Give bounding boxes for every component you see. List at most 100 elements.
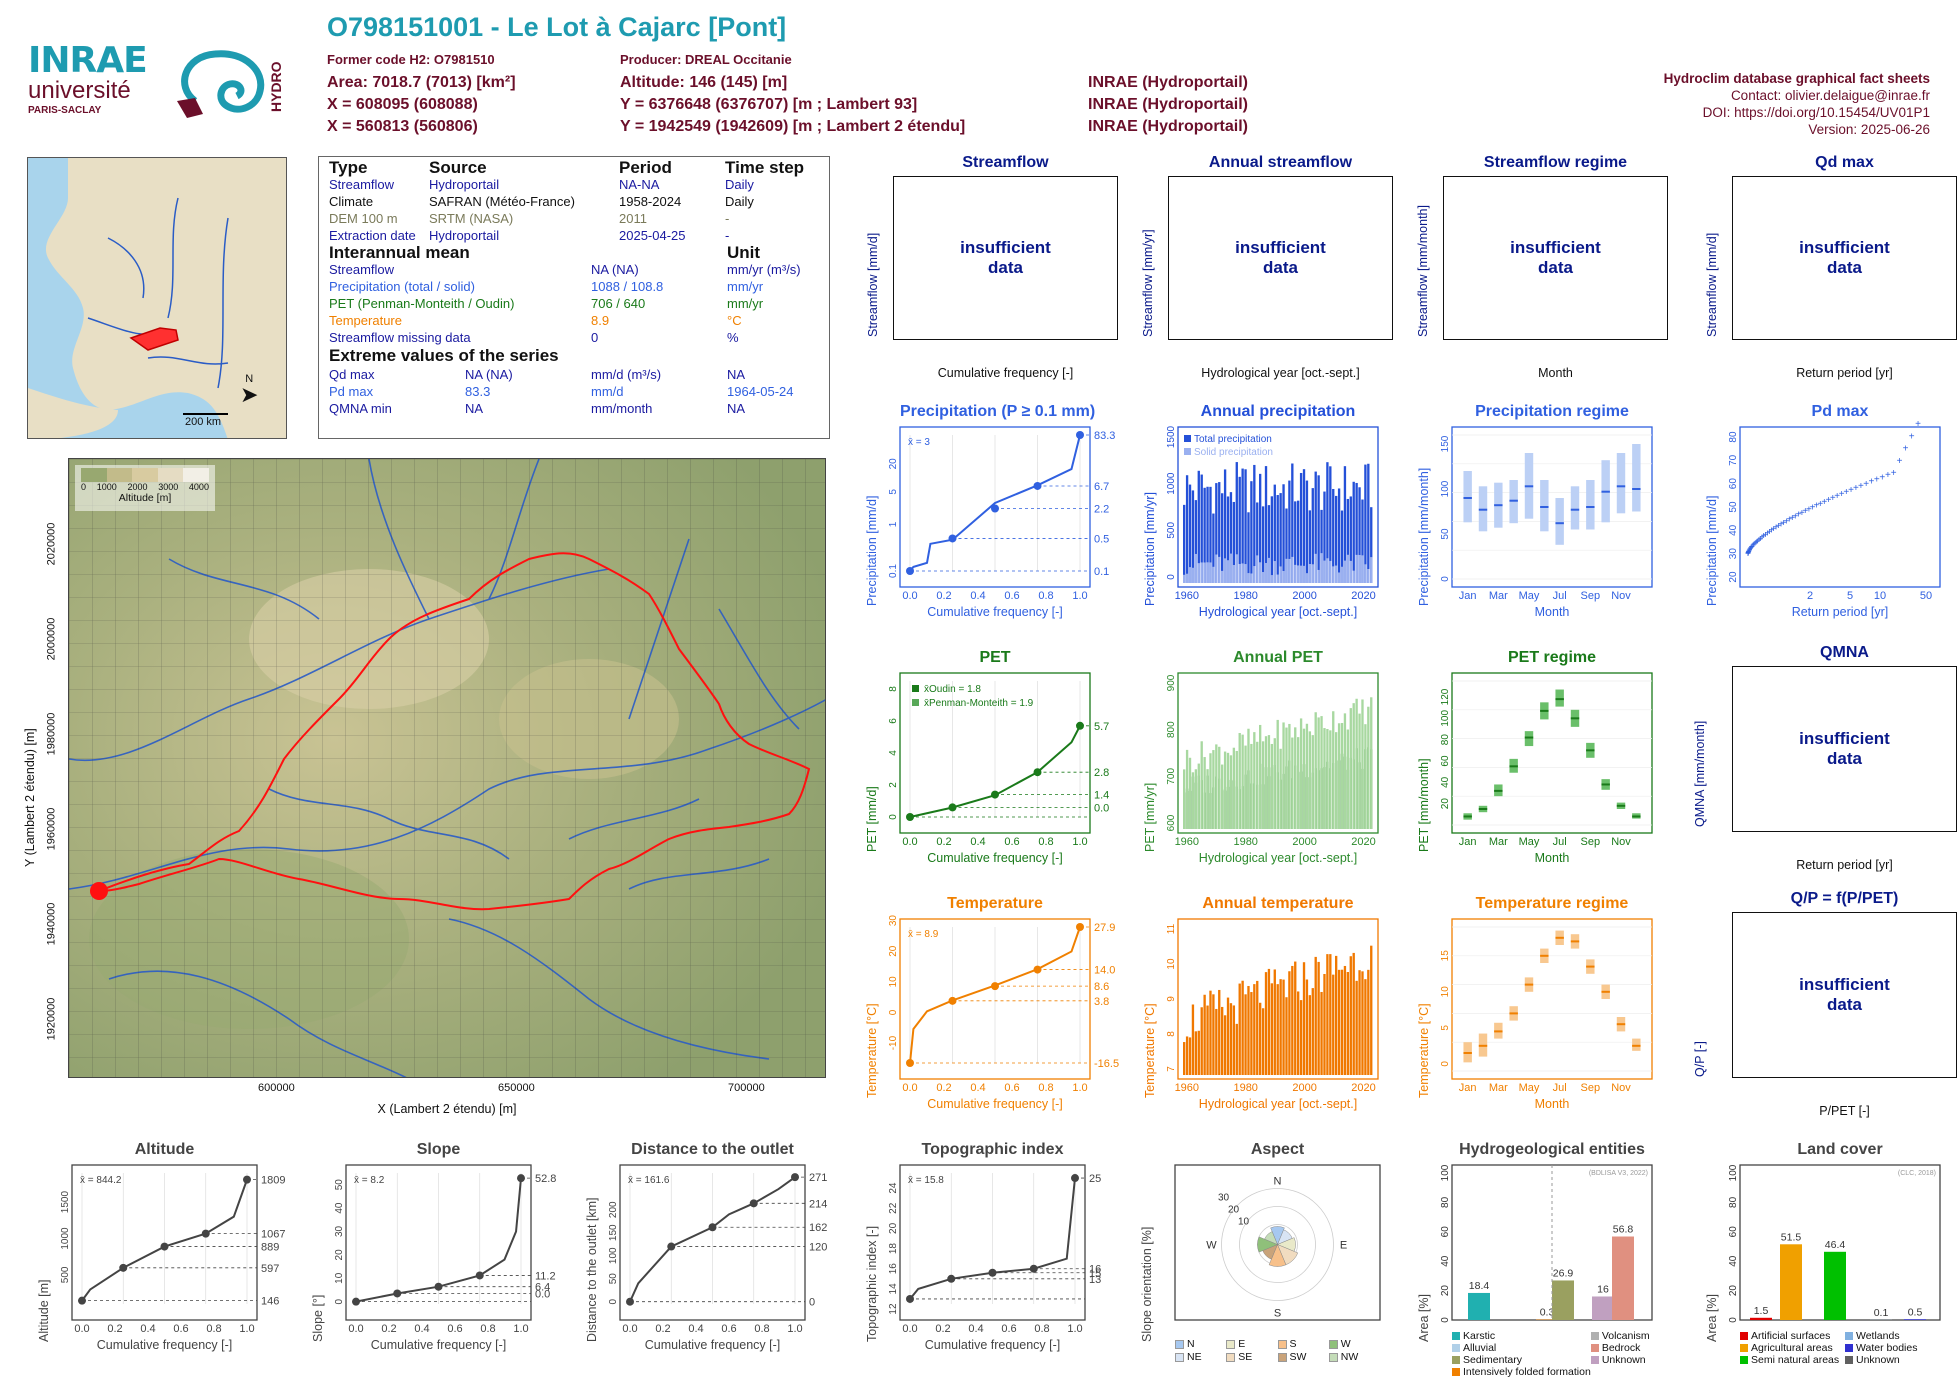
bar-secondary (1317, 717, 1320, 829)
x-tick: 0.8 (1034, 1323, 1049, 1335)
legend-item: Semi natural areas (1740, 1354, 1845, 1366)
pd-point: + (1915, 419, 1921, 430)
bar (1256, 502, 1259, 583)
chart-title: Precipitation (P ≥ 0.1 mm) (900, 403, 1096, 420)
map-ytick: 2000000 (45, 617, 58, 661)
chart-xlabel: Cumulative frequency [-] (96, 1338, 233, 1352)
bar (1326, 954, 1329, 1075)
tick-label: 40 (334, 1202, 345, 1214)
tick-label: 70 (1728, 454, 1739, 466)
tick-label: 52.8 (535, 1173, 556, 1185)
bar-secondary (1294, 727, 1297, 829)
pd-point: + (1773, 523, 1779, 534)
pd-point: + (1766, 527, 1772, 538)
cdf-point (906, 567, 914, 575)
tick-label: 146 (261, 1296, 279, 1308)
cell: SAFRAN (Météo-France) (429, 194, 575, 209)
bar (1308, 510, 1312, 583)
bar (1370, 507, 1373, 583)
bar (1332, 488, 1335, 583)
chart-svg: 52.811.26.40.00.0 0.2 0.4 0.6 0.8 1.0x̄ = 8.2… (334, 1164, 556, 1335)
north-label: N (245, 373, 254, 385)
bar (1244, 469, 1247, 583)
bar (1256, 980, 1259, 1075)
col-source: Source (429, 158, 487, 177)
tick-label: 162 (809, 1222, 827, 1234)
pd-point: + (1799, 508, 1805, 519)
regime-box (1540, 480, 1549, 532)
bar (1270, 496, 1274, 583)
tick-label: 0 (1728, 1317, 1739, 1323)
bar-secondary (1361, 699, 1364, 829)
pd-point: + (1853, 483, 1859, 494)
bar (1191, 490, 1195, 583)
pd-point: + (1749, 543, 1755, 554)
plot-frame (1739, 426, 1941, 588)
bar (1302, 962, 1306, 1075)
bar-secondary (1185, 573, 1189, 583)
tick-label: Mar (1489, 836, 1508, 848)
pd-point: + (1821, 497, 1827, 508)
panel-title: Streamflow (962, 154, 1049, 171)
legend-label: Unknown (1856, 1354, 1900, 1366)
cell: Pd max (329, 384, 374, 399)
x-tick: 0.4 (414, 1323, 429, 1335)
pd-point: + (1769, 526, 1775, 537)
bar (1364, 464, 1367, 583)
x-tick: 1.0 (1067, 1323, 1082, 1335)
tick-label: (BDLISA V3, 2022) (1589, 1170, 1648, 1177)
doi-link[interactable]: DOI: https://doi.org/10.15454/UV01P1 (1702, 105, 1930, 120)
tick-label: N (1274, 1176, 1282, 1188)
pd-point: + (1763, 530, 1769, 541)
bar (1215, 483, 1218, 583)
map-xtick: 650000 (498, 1082, 535, 1094)
cell: mm/d (591, 384, 624, 399)
cdf-point (1033, 965, 1042, 974)
panel-ylabel: Streamflow [mm/d] (1705, 232, 1719, 337)
tick-label: 20 (1440, 798, 1451, 810)
cdf-point (906, 1294, 914, 1303)
legend-label: SW (1289, 1351, 1307, 1363)
cell: - (725, 228, 730, 243)
chart-xlabel: Cumulative frequency [-] (927, 1097, 1063, 1111)
legend-item: SE (1226, 1351, 1277, 1363)
tick-label: Jul (1553, 836, 1567, 848)
legend-label: Sedimentary (1463, 1354, 1522, 1366)
tick-label: 8 (1166, 1031, 1177, 1037)
bar-secondary (1250, 573, 1253, 583)
bar-secondary (1253, 566, 1256, 583)
plot-frame (899, 426, 1091, 588)
insufficient-data-label: insufficient data (1235, 238, 1326, 277)
pd-point: + (1796, 510, 1802, 521)
chart-title: Slope (416, 1141, 461, 1158)
plot-frame (1174, 1164, 1381, 1321)
tick-label: 5 (1847, 590, 1853, 602)
version: Version: 2025-06-26 (1808, 122, 1930, 137)
tick-label: 1500 (60, 1191, 71, 1214)
pd-point: + (1751, 540, 1757, 551)
bar-secondary (1308, 731, 1312, 829)
qmna-xlabel: Return period [yr] (1796, 858, 1893, 872)
bar-secondary (1261, 741, 1265, 829)
insufficient-data-label: insufficient data (1799, 238, 1890, 277)
tick-label: 2000 (1292, 590, 1316, 602)
plot-frame (71, 1164, 258, 1321)
bar (1244, 994, 1247, 1075)
x-tick: 0.2 (107, 1323, 122, 1335)
chart-title: PET (979, 649, 1011, 666)
chart-xlabel: Month (1534, 851, 1570, 865)
legend-swatch (1452, 1368, 1460, 1376)
insufficient-data-label: insufficient data (1799, 975, 1890, 1014)
col-timestep: Time step (725, 158, 805, 177)
tick-label: 16 (1597, 1283, 1609, 1295)
panel-xlabel: Return period [yr] (1796, 366, 1893, 380)
bar-secondary (1364, 564, 1367, 583)
bar-secondary (1250, 743, 1253, 829)
tick-label: 1.4 (1094, 790, 1109, 802)
x-tick: 0.4 (968, 1323, 983, 1335)
bar (1270, 983, 1274, 1075)
cdf-point (749, 1199, 758, 1208)
cell: 706 / 640 (591, 296, 646, 311)
